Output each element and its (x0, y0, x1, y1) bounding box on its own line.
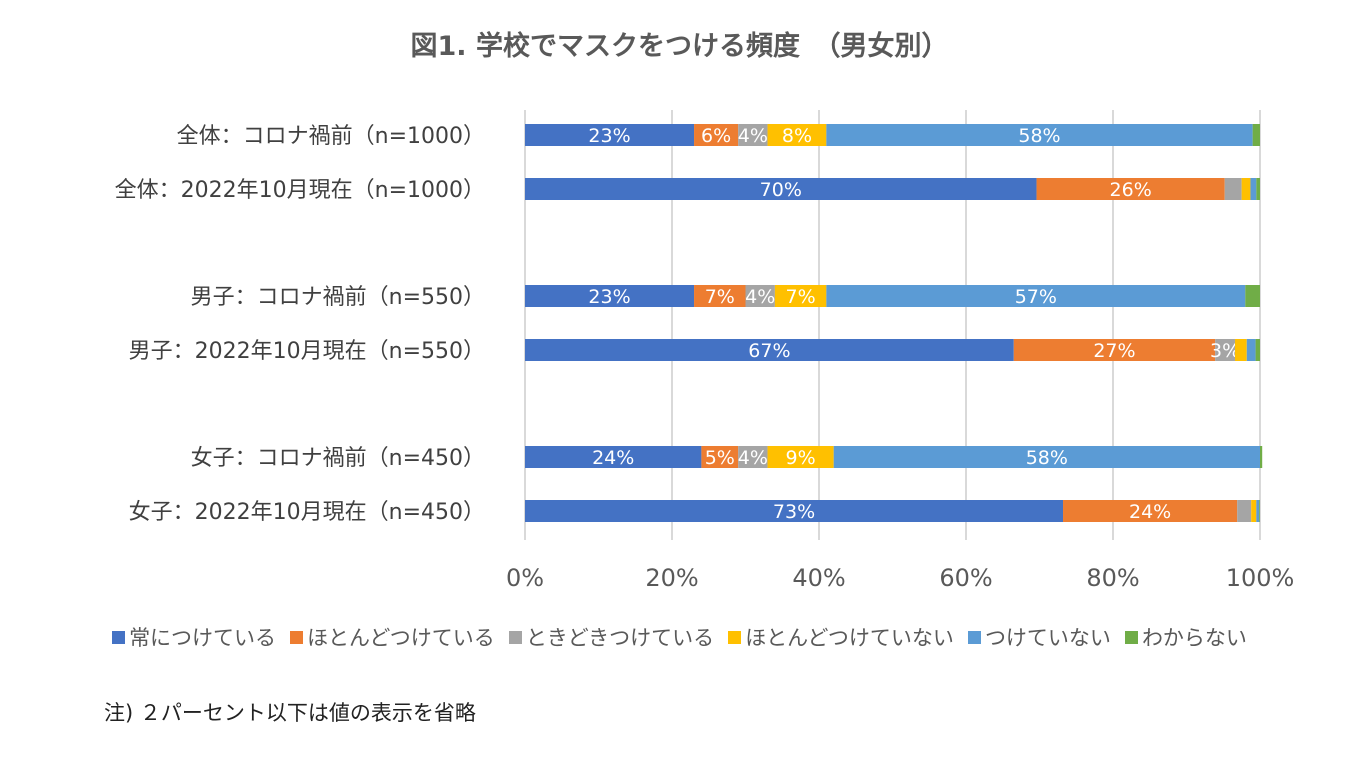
bar-segment (1246, 339, 1256, 361)
data-label: 4% (738, 447, 768, 469)
legend-swatch (508, 630, 522, 644)
legend-label: わからない (1141, 626, 1247, 650)
data-label: 67% (748, 340, 790, 362)
bar-segment (525, 446, 702, 468)
bar-segment (738, 446, 768, 468)
category-label: 全体：2022年10月現在（n=1000） (115, 178, 485, 203)
data-label: 7% (786, 286, 816, 308)
legend-item: わからない (1124, 622, 1247, 652)
data-label: 73% (773, 501, 815, 523)
bar-segment (1245, 285, 1260, 307)
footnote: 注) ２パーセント以下は値の表示を省略 (104, 701, 476, 725)
bar-segment (1251, 500, 1257, 522)
data-label: 58% (1018, 125, 1060, 147)
legend-swatch (1124, 630, 1138, 644)
bar-segment (1259, 500, 1260, 522)
bar-segment (525, 285, 695, 307)
bar-segment (1255, 339, 1260, 361)
bar-segment (826, 124, 1253, 146)
category-label: 男子：2022年10月現在（n=550） (129, 339, 485, 364)
legend-item: 常につけている (112, 622, 276, 652)
legend-label: ほとんどつけている (307, 626, 495, 650)
bar-segment (1224, 178, 1242, 200)
data-label: 24% (1129, 501, 1171, 523)
bar-segment (525, 178, 1037, 200)
bar-segment (701, 446, 739, 468)
category-label: 全体：コロナ禍前（n=1000） (177, 124, 485, 149)
data-label: 58% (1026, 447, 1068, 469)
category-label: 女子：コロナ禍前（n=450） (191, 446, 485, 471)
bar-segment (1036, 178, 1225, 200)
bar-segment (694, 124, 739, 146)
bar-segment (1215, 339, 1236, 361)
bar-segment (1256, 500, 1260, 522)
bar-segment (767, 124, 827, 146)
data-label: 24% (592, 447, 634, 469)
bar-segment (1237, 500, 1252, 522)
x-tick-label: 60% (939, 564, 992, 592)
legend: 常につけている ほとんどつけている ときどきつけている ほとんどつけていない つけていな… (0, 622, 1359, 652)
x-tick-label: 40% (792, 564, 845, 592)
bar-segment (1235, 339, 1247, 361)
bar-segment (525, 339, 1014, 361)
data-label: 26% (1110, 179, 1152, 201)
legend-swatch (290, 630, 304, 644)
bar-segment (1252, 124, 1260, 146)
bar-segment (1260, 446, 1263, 468)
legend-item: ほとんどつけている (290, 622, 495, 652)
category-label: 女子：2022年10月現在（n=450） (129, 500, 485, 525)
data-label: 27% (1093, 340, 1135, 362)
bar-segment (738, 124, 768, 146)
bar-segment (767, 446, 834, 468)
data-label: 5% (705, 447, 735, 469)
legend-swatch (112, 630, 126, 644)
legend-label: ほとんどつけていない (745, 626, 954, 650)
bar-segment (525, 500, 1064, 522)
bar-segment (774, 285, 827, 307)
data-label: 70% (760, 179, 802, 201)
bar-segment (1256, 178, 1260, 200)
data-label: 57% (1015, 286, 1057, 308)
legend-swatch (967, 630, 981, 644)
data-label: 9% (786, 447, 816, 469)
data-label: 23% (588, 286, 630, 308)
category-label: 男子：コロナ禍前（n=550） (191, 285, 485, 310)
legend-item: ほとんどつけていない (728, 622, 954, 652)
data-label: 4% (745, 286, 775, 308)
legend-label: 常につけている (129, 626, 277, 650)
bar-segment (694, 285, 746, 307)
x-tick-label: 100% (1226, 564, 1295, 592)
bar-segment (826, 285, 1246, 307)
x-tick-label: 80% (1086, 564, 1139, 592)
bar-segment (745, 285, 775, 307)
bar-segment (1250, 178, 1257, 200)
data-label: 6% (701, 125, 731, 147)
x-tick-label: 0% (506, 564, 544, 592)
legend-label: つけていない (984, 626, 1111, 650)
data-label: 7% (705, 286, 735, 308)
legend-label: ときどきつけている (525, 626, 715, 650)
bar-segment (1063, 500, 1238, 522)
data-label: 3% (1210, 340, 1240, 362)
bar-segment (1241, 178, 1251, 200)
chart-title: 図1. 学校でマスクをつける頻度 （男女別） (410, 31, 949, 62)
stacked-bar-chart: 0% 20% 40% 60% 80% 100% 全体：コロナ禍前（n=1000） 23% 6% 4… (115, 110, 1295, 592)
legend-item: つけていない (967, 622, 1111, 652)
bar-segment (833, 446, 1260, 468)
bar-segment (1013, 339, 1216, 361)
data-label: 23% (588, 125, 630, 147)
x-tick-label: 20% (645, 564, 698, 592)
bar-segment (525, 124, 695, 146)
data-label: 4% (738, 125, 768, 147)
legend-item: ときどきつけている (508, 622, 715, 652)
legend-swatch (728, 630, 742, 644)
data-label: 8% (782, 125, 812, 147)
